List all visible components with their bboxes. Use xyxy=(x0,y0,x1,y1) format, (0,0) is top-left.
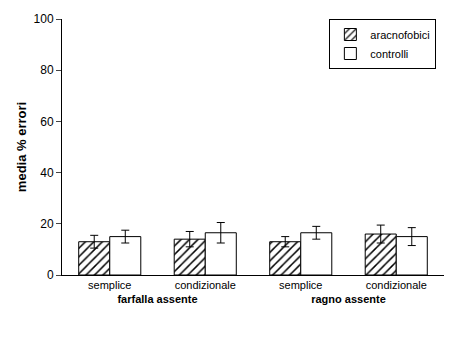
svg-text:60: 60 xyxy=(40,115,54,129)
svg-text:farfalla assente: farfalla assente xyxy=(117,293,197,305)
svg-text:controlli: controlli xyxy=(370,48,408,60)
svg-text:ragno assente: ragno assente xyxy=(311,293,386,305)
svg-text:media % errori: media % errori xyxy=(14,102,29,192)
svg-text:0: 0 xyxy=(47,268,54,282)
svg-text:40: 40 xyxy=(40,166,54,180)
svg-text:semplice: semplice xyxy=(88,279,131,291)
svg-text:semplice: semplice xyxy=(279,279,322,291)
svg-text:condizionale: condizionale xyxy=(366,279,427,291)
svg-text:80: 80 xyxy=(40,63,54,77)
svg-text:20: 20 xyxy=(40,217,54,231)
svg-text:aracnofobici: aracnofobici xyxy=(370,29,429,41)
svg-text:100: 100 xyxy=(34,12,54,26)
svg-text:condizionale: condizionale xyxy=(175,279,236,291)
